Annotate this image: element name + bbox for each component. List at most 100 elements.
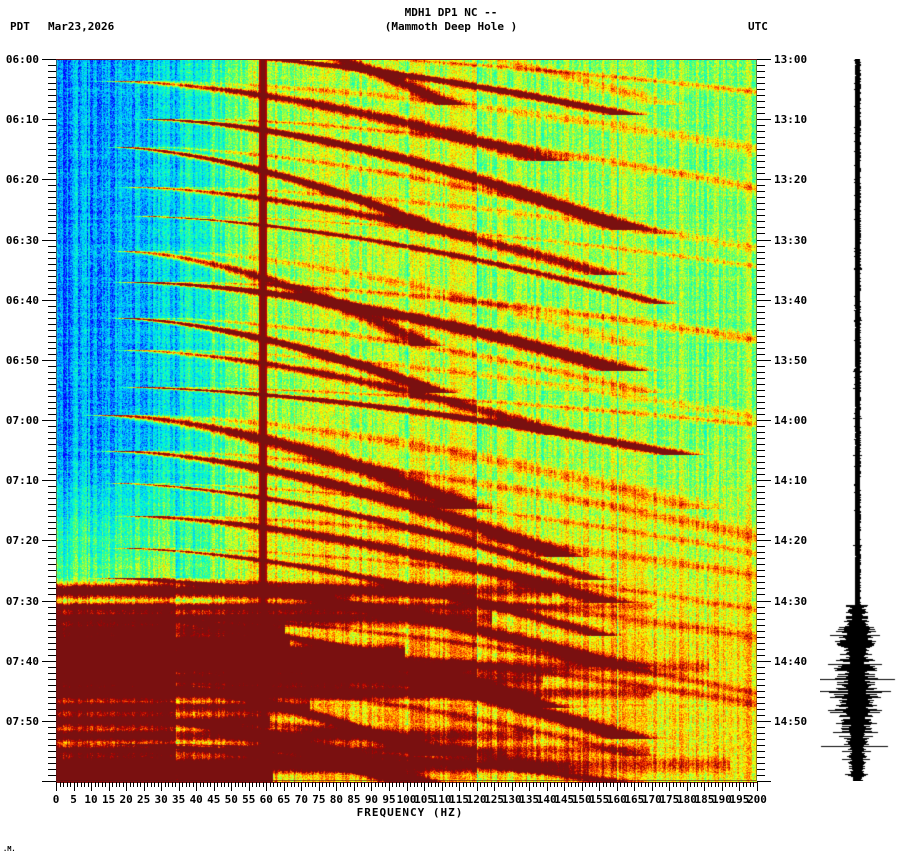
spectrogram-canvas[interactable] <box>56 60 757 782</box>
y-tick-minor-left <box>48 384 56 385</box>
y-tick-minor-right <box>757 270 765 271</box>
y-tick-minor-left <box>48 498 56 499</box>
y-tick-minor-right <box>757 673 765 674</box>
y-label-right-3: 13:30 <box>774 234 808 247</box>
x-tick-minor <box>732 782 733 787</box>
y-tick-minor-left <box>48 655 56 656</box>
x-tick-minor <box>95 782 96 787</box>
x-label-5: 5 <box>70 793 77 806</box>
x-tick-minor <box>133 782 134 787</box>
y-tick-minor-left <box>48 697 56 698</box>
y-tick-minor-right <box>757 348 765 349</box>
x-tick-minor <box>666 782 667 787</box>
x-tick-minor <box>263 782 264 787</box>
x-tick-minor <box>116 782 117 787</box>
y-label-left-3: 06:30 <box>5 234 39 247</box>
y-tick-minor-right <box>757 342 765 343</box>
x-tick-minor <box>715 782 716 787</box>
y-tick-minor-right <box>757 203 765 204</box>
y-tick-minor-right <box>757 715 765 716</box>
y-tick-minor-right <box>757 739 765 740</box>
y-tick-minor-left <box>48 233 56 234</box>
x-label-190: 190 <box>712 793 732 806</box>
y-label-left-5: 06:50 <box>5 354 39 367</box>
x-tick-minor <box>585 782 586 787</box>
y-tick-minor-right <box>757 95 765 96</box>
y-tick-minor-right <box>757 727 765 728</box>
x-tick-major <box>161 782 162 791</box>
y-tick-minor-left <box>48 137 56 138</box>
y-tick-minor-left <box>48 149 56 150</box>
y-tick-minor-left <box>48 215 56 216</box>
x-tick-minor <box>154 782 155 787</box>
x-tick-major <box>56 782 57 791</box>
x-tick-minor <box>182 782 183 787</box>
y-tick-minor-right <box>757 83 765 84</box>
x-tick-minor <box>308 782 309 787</box>
y-tick-minor-right <box>757 402 765 403</box>
x-label-170: 170 <box>641 793 662 806</box>
y-tick-minor-left <box>48 185 56 186</box>
x-tick-minor <box>210 782 211 787</box>
y-tick-minor-right <box>757 625 765 626</box>
x-tick-minor <box>347 782 348 787</box>
y-tick-minor-right <box>757 546 765 547</box>
y-label-left-8: 07:20 <box>5 534 39 547</box>
y-tick-minor-left <box>48 468 56 469</box>
y-tick-minor-right <box>757 288 765 289</box>
x-label-195: 195 <box>729 793 750 806</box>
y-tick-minor-left <box>48 131 56 132</box>
x-tick-major <box>599 782 600 791</box>
x-tick-minor <box>435 782 436 787</box>
x-tick-minor <box>613 782 614 787</box>
x-tick-minor <box>648 782 649 787</box>
y-tick-minor-left <box>48 209 56 210</box>
x-tick-minor <box>175 782 176 787</box>
x-label-15: 15 <box>101 793 116 806</box>
y-tick-minor-right <box>757 552 765 553</box>
y-tick-minor-right <box>757 438 765 439</box>
x-tick-major <box>144 782 145 791</box>
date-label: Mar23,2026 <box>48 20 115 33</box>
x-tick-major <box>512 782 513 791</box>
x-tick-minor <box>298 782 299 787</box>
y-axis-left: 06:00 06:10 06:20 06:30 06:40 06:50 07:00 07:10… <box>0 0 56 864</box>
y-tick-minor-right <box>757 576 765 577</box>
y-tick-minor-left <box>48 312 56 313</box>
y-tick-minor-left <box>48 486 56 487</box>
x-tick-minor <box>242 782 243 787</box>
x-tick-minor <box>452 782 453 787</box>
y-tick-minor-left <box>48 408 56 409</box>
x-label-70: 70 <box>294 793 308 806</box>
y-label-left-9: 07:30 <box>5 595 39 608</box>
y-tick-minor-left <box>48 613 56 614</box>
y-tick-minor-left <box>48 378 56 379</box>
x-tick-minor <box>399 782 400 787</box>
y-tick-minor-left <box>48 89 56 90</box>
x-tick-major <box>704 782 705 791</box>
spectrogram-plot[interactable] <box>56 59 757 783</box>
x-tick-minor <box>70 782 71 787</box>
x-label-60: 60 <box>259 793 273 806</box>
y-tick-minor-left <box>48 252 56 253</box>
x-tick-minor <box>123 782 124 787</box>
x-tick-minor <box>238 782 239 787</box>
seismogram-trace <box>820 59 902 781</box>
y-tick-minor-left <box>48 65 56 66</box>
y-tick-minor-left <box>48 390 56 391</box>
y-tick-major-left <box>42 179 56 180</box>
y-tick-minor-right <box>757 149 765 150</box>
y-tick-major-left <box>42 540 56 541</box>
x-tick-minor <box>312 782 313 787</box>
x-tick-minor <box>655 782 656 787</box>
x-tick-major <box>529 782 530 791</box>
x-tick-major <box>459 782 460 791</box>
x-label-100: 100 <box>396 793 417 806</box>
y-tick-minor-left <box>48 763 56 764</box>
x-tick-minor <box>67 782 68 787</box>
x-label-130: 130 <box>501 793 522 806</box>
y-tick-minor-left <box>48 619 56 620</box>
y-tick-minor-right <box>757 113 765 114</box>
y-tick-minor-left <box>48 396 56 397</box>
